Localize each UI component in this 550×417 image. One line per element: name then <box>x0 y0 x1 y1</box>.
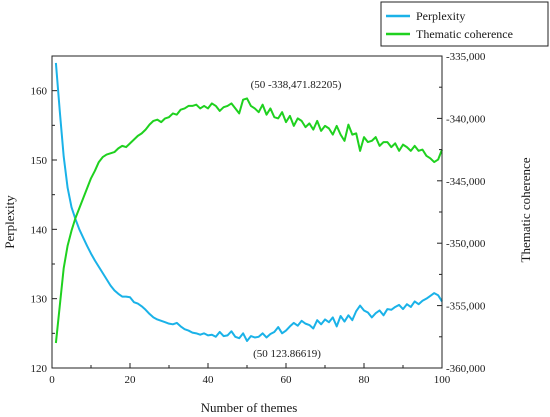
y-left-tick-label: 120 <box>31 363 48 375</box>
x-tick-label: 100 <box>434 374 451 386</box>
y-left-tick-label: 160 <box>31 86 48 98</box>
legend: Perplexity Thematic coherence <box>380 1 549 47</box>
y-right-tick-label: -340,000 <box>446 113 486 125</box>
annotation-coherence-max: (50 -338,471.82205) <box>251 79 342 91</box>
series-line-thematic-coherence <box>54 97 443 344</box>
x-tick-label: 80 <box>359 374 371 386</box>
plot-area <box>52 56 442 368</box>
y-right-tick-label: -345,000 <box>446 176 486 188</box>
y-right-tick-label: -350,000 <box>446 238 486 250</box>
y-right-tick-label: -360,000 <box>446 363 486 375</box>
x-axis-title: Number of themes <box>201 400 298 415</box>
y-axis-title-left: Perplexity <box>2 195 17 249</box>
x-tick-label: 0 <box>49 374 55 386</box>
y-left-tick-label: 130 <box>31 294 48 306</box>
y-right-tick-label: -355,000 <box>446 301 486 313</box>
series-line-perplexity <box>54 62 443 342</box>
plot-background <box>52 56 442 368</box>
axes-layer: 0 20 40 60 80 100 120 130 140 150 160 -360,000 -355,… <box>31 51 486 386</box>
series-layer <box>54 62 443 344</box>
annotation-layer: (50 -338,471.82205) (50 123.86619) <box>251 79 342 360</box>
annotation-perplexity-min: (50 123.86619) <box>253 348 321 360</box>
y-left-tick-label: 140 <box>31 224 48 236</box>
y-axis-title-right: Thematic coherence <box>518 157 533 262</box>
legend-box <box>380 1 549 47</box>
legend-label-perplexity: Perplexity <box>416 9 465 23</box>
y-right-tick-label: -335,000 <box>446 51 486 63</box>
legend-label-coherence: Thematic coherence <box>416 27 513 41</box>
x-tick-label: 60 <box>281 374 293 386</box>
x-tick-label: 40 <box>203 374 215 386</box>
y-left-tick-label: 150 <box>31 155 48 167</box>
x-tick-label: 20 <box>125 374 137 386</box>
